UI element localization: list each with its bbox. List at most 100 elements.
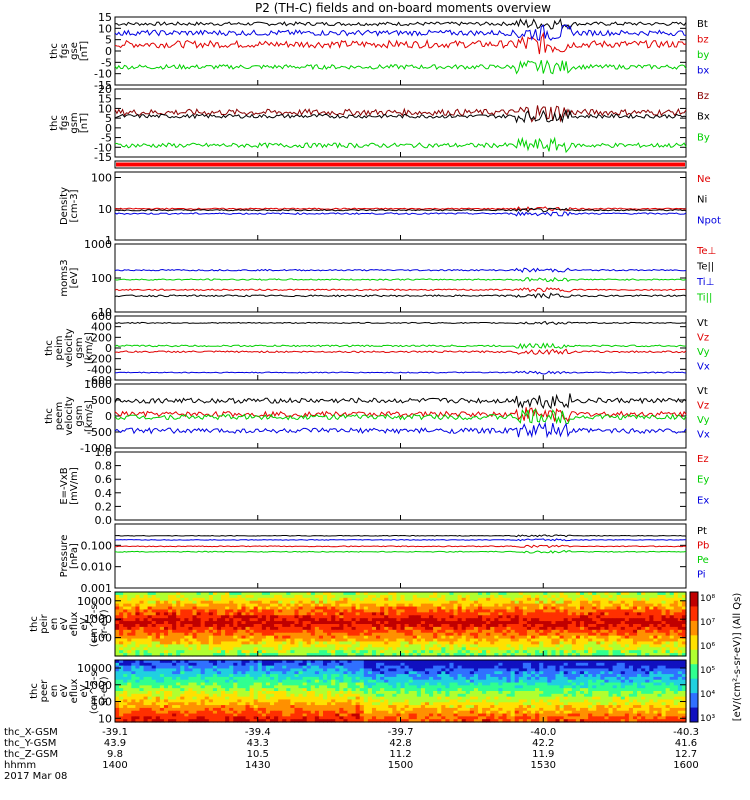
spectrogram-cell xyxy=(310,597,316,602)
spectrogram-cell xyxy=(608,603,614,608)
spectrogram-cell xyxy=(306,647,312,651)
spectrogram-cell xyxy=(253,647,259,651)
spectrogram-cell xyxy=(192,644,198,648)
spectrogram-cell xyxy=(245,606,251,611)
spectrogram-cell xyxy=(196,676,202,681)
spectrogram-cell xyxy=(604,594,610,599)
spectrogram-cell xyxy=(225,641,230,645)
spectrogram-cell xyxy=(318,592,324,596)
spectrogram-cell xyxy=(253,671,259,675)
spectrogram-cell xyxy=(335,679,340,684)
spectrogram-cell xyxy=(412,676,418,681)
spectrogram-cell xyxy=(147,635,153,640)
spectrogram-cell xyxy=(620,682,626,686)
spectrogram-cell xyxy=(433,594,438,599)
spectrogram-cell xyxy=(424,638,430,643)
spectrogram-cell xyxy=(600,606,606,611)
spectrogram-cell xyxy=(159,618,165,622)
spectrogram-cell xyxy=(539,621,544,625)
spectrogram-cell xyxy=(310,629,316,634)
spectrogram-cell xyxy=(147,688,153,692)
spectrogram-cell xyxy=(135,624,141,628)
spectrogram-cell xyxy=(433,621,438,625)
spectrogram-cell xyxy=(502,638,508,643)
spectrogram-cell xyxy=(278,665,283,670)
spectrogram-cell xyxy=(571,626,577,631)
spectrogram-cell xyxy=(237,641,243,645)
spectrogram-cell xyxy=(637,679,642,684)
spectrogram-cell xyxy=(420,674,426,678)
series-line-Pt xyxy=(115,534,687,538)
spectrogram-cell xyxy=(539,618,544,622)
spectrogram-cell xyxy=(274,665,279,670)
spectrogram-cell xyxy=(257,647,263,651)
spectrogram-cell xyxy=(502,629,508,634)
spectrogram-cell xyxy=(302,682,308,686)
spectrogram-cell xyxy=(465,600,471,605)
spectrogram-cell xyxy=(673,650,679,654)
spectrogram-cell xyxy=(469,638,475,643)
spectrogram-cell xyxy=(498,685,504,689)
spectrogram-cell xyxy=(641,632,646,637)
spectrogram-cell xyxy=(420,647,426,651)
spectrogram-cell xyxy=(539,674,544,678)
spectrogram-cell xyxy=(445,668,451,672)
spectrogram-cell xyxy=(637,635,642,640)
spectrogram-cell xyxy=(453,676,459,681)
spectrogram-cell xyxy=(681,612,687,616)
spectrogram-cell xyxy=(278,647,283,651)
spectrogram-cell xyxy=(208,624,214,628)
spectrogram-cell xyxy=(318,660,324,664)
spectrogram-cell xyxy=(563,609,569,613)
spectrogram-cell xyxy=(355,626,361,631)
spectrogram-cell xyxy=(449,600,455,605)
spectrogram-cell xyxy=(286,632,291,637)
spectrogram-cell xyxy=(400,603,406,608)
spectrogram-cell xyxy=(323,600,328,605)
spectrogram-cell xyxy=(115,691,120,695)
spectrogram-cell xyxy=(616,609,622,613)
spectrogram-cell xyxy=(135,671,141,675)
spectrogram-cell xyxy=(176,612,181,616)
spectrogram-cell xyxy=(380,641,385,645)
y-tick-label: 10 xyxy=(98,102,112,115)
spectrogram-cell xyxy=(433,609,438,613)
spectrogram-cell xyxy=(657,606,663,611)
spectrogram-cell xyxy=(343,668,349,672)
spectrogram-cell xyxy=(302,665,308,670)
spectrogram-cell xyxy=(188,606,194,611)
spectrogram-cell xyxy=(465,603,471,608)
spectrogram-cell xyxy=(522,674,528,678)
spectrogram-cell xyxy=(339,600,344,605)
spectrogram-cell xyxy=(127,679,132,684)
spectrogram-cell xyxy=(584,641,589,645)
spectrogram-cell xyxy=(404,679,410,684)
spectrogram-cell xyxy=(388,679,393,684)
spectrogram-cell xyxy=(135,635,141,640)
spectrogram-cell xyxy=(412,650,418,654)
spectrogram-cell xyxy=(673,647,679,651)
spectrogram-cell xyxy=(592,688,597,692)
spectrogram-cell xyxy=(278,691,283,695)
spectrogram-cell xyxy=(172,685,177,689)
spectrogram-cell xyxy=(498,629,504,634)
spectrogram-cell xyxy=(355,653,361,657)
spectrogram-cell xyxy=(637,594,642,599)
spectrogram-cell xyxy=(184,641,190,645)
spectrogram-cell xyxy=(139,615,145,619)
spectrogram-cell xyxy=(176,621,181,625)
spectrogram-cell xyxy=(681,600,687,605)
spectrogram-cell xyxy=(163,688,169,692)
spectrogram-cell xyxy=(526,621,532,625)
spectrogram-cell xyxy=(632,676,638,681)
spectrogram-cell xyxy=(151,612,157,616)
spectrogram-cell xyxy=(208,679,214,684)
spectrogram-cell xyxy=(645,644,650,648)
spectrogram-cell xyxy=(429,638,434,643)
spectrogram-cell xyxy=(433,653,438,657)
spectrogram-cell xyxy=(567,653,573,657)
spectrogram-cell xyxy=(612,660,618,664)
spectrogram-cell xyxy=(257,632,263,637)
spectrogram-cell xyxy=(396,635,402,640)
spectrogram-cell xyxy=(526,600,532,605)
